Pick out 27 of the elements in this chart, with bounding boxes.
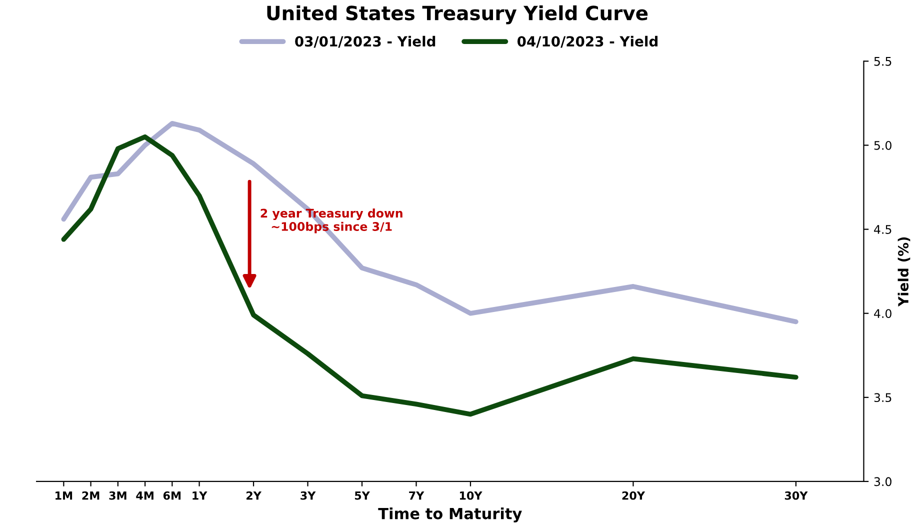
chart-title: United States Treasury Yield Curve — [267, 5, 648, 24]
line-series — [61, 120, 798, 324]
x-tick-label: 2M — [82, 491, 100, 500]
x-tick-label: 6M — [163, 491, 181, 500]
x-tick-label: 5Y — [354, 492, 370, 500]
y-tick-label: 4.5 — [874, 225, 892, 234]
legend-label: 03/01/2023 - Yield — [295, 36, 436, 48]
y-tick-label: 4.0 — [874, 309, 892, 318]
x-axis-title: Time to Maturity — [378, 507, 522, 522]
x-tick-label: 4M — [136, 492, 154, 500]
y-tick-label: 3.0 — [874, 477, 892, 486]
line-series — [61, 134, 798, 417]
annotation: 2 year Treasury down ~100bps since 3/1 — [260, 208, 402, 234]
x-tick-label: 30Y — [784, 491, 808, 500]
x-tick-label: 2Y — [246, 491, 262, 500]
y-axis-title: Yield (%) — [898, 237, 910, 307]
y-tick-label: 3.5 — [874, 393, 892, 402]
x-tick-label: 3M — [109, 491, 126, 500]
y-tick-label: 5.5 — [874, 57, 892, 66]
x-tick-label: 1Y — [192, 492, 208, 500]
x-tick-label: 10Y — [460, 491, 482, 500]
legend-label: 04/10/2023 - Yield — [517, 36, 658, 48]
x-tick-label: 20Y — [622, 491, 646, 500]
x-tick-label: 1M — [56, 492, 72, 500]
x-tick-label: 3Y — [300, 491, 316, 500]
y-tick-label: 5.0 — [874, 140, 892, 150]
x-tick-label: 7Y — [409, 492, 424, 500]
